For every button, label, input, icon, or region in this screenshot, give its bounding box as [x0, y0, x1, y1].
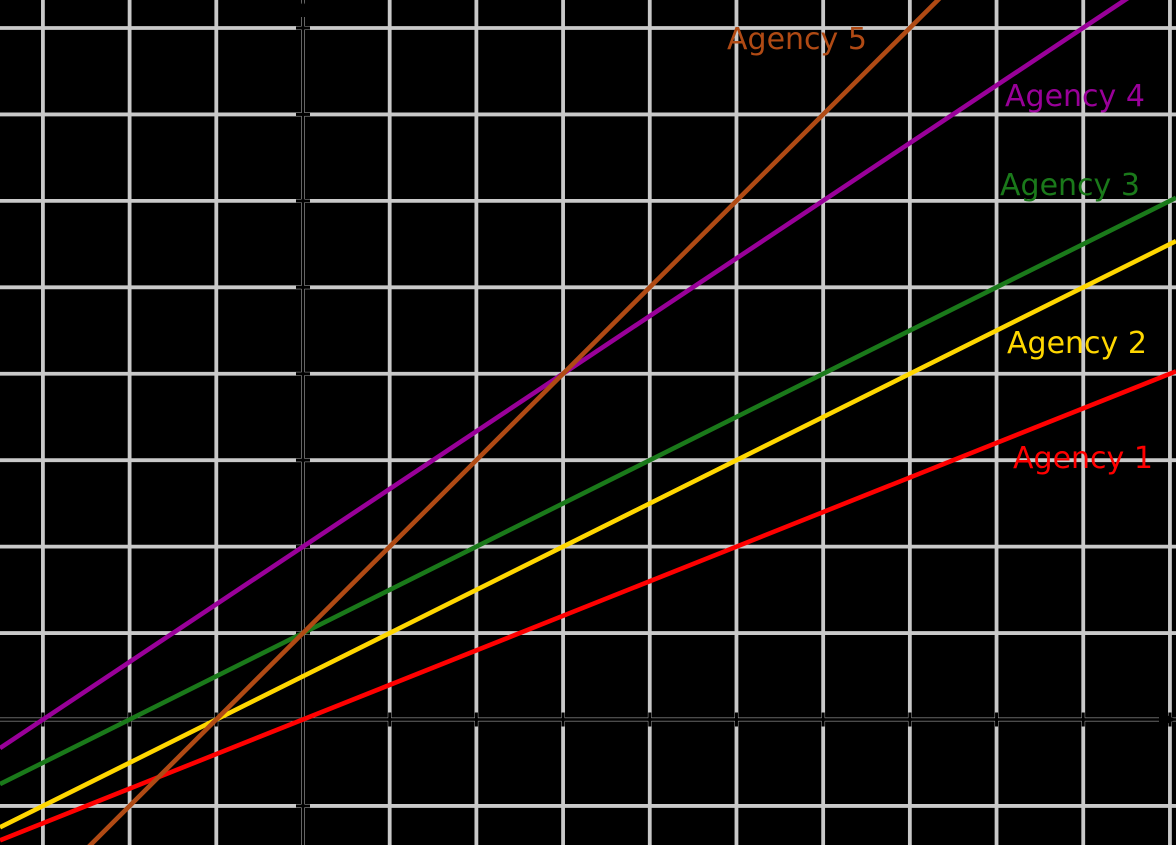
agency-4-label: Agency 4 — [1005, 79, 1145, 114]
x-axis-arrowhead — [1159, 711, 1176, 728]
y-axis-arrowhead — [294, 0, 311, 17]
agency-2-label: Agency 2 — [1007, 326, 1147, 361]
series-line-agency-2 — [0, 239, 1176, 830]
series-line-agency-3 — [0, 195, 1176, 787]
agency-1-label: Agency 1 — [1013, 441, 1153, 476]
agency-5-label: Agency 5 — [727, 22, 867, 57]
agency-3-label: Agency 3 — [1000, 168, 1140, 203]
series-line-agency-1 — [0, 369, 1176, 843]
series-line-agency-4 — [0, 0, 1130, 751]
